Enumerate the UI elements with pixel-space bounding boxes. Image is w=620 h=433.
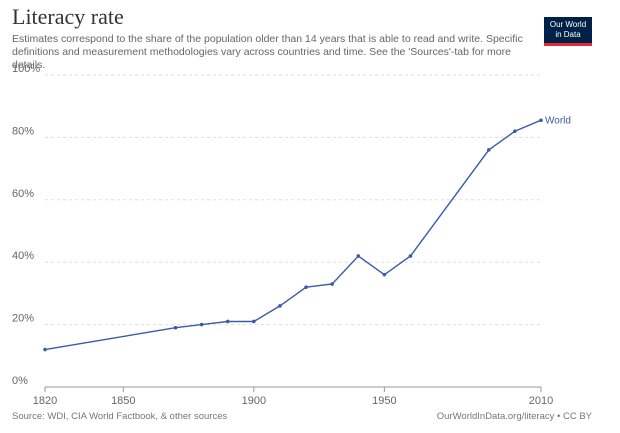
- data-point: [539, 118, 543, 123]
- source-note[interactable]: Source: WDI, CIA World Factbook, & other…: [12, 411, 228, 422]
- x-tick-label: 1950: [372, 395, 396, 407]
- data-point: [43, 347, 47, 352]
- x-tick-label: 1850: [111, 395, 135, 407]
- series-line: [44, 119, 542, 351]
- data-point: [356, 254, 361, 258]
- y-tick-label: 20%: [12, 313, 34, 325]
- data-point: [330, 282, 334, 286]
- x-tick-label: 2010: [529, 395, 553, 407]
- data-point: [173, 325, 178, 330]
- owid-logo[interactable]: Our World in Data: [544, 17, 592, 46]
- logo-line-1: Our World: [549, 20, 587, 29]
- y-tick-label: 0%: [12, 375, 28, 387]
- chart-subtitle: Estimates correspond to the share of the…: [12, 33, 523, 71]
- data-point: [252, 319, 256, 324]
- chart-title: Literacy rate: [12, 4, 124, 29]
- data-point: [486, 148, 491, 152]
- data-point: [199, 322, 204, 327]
- data-point: [382, 272, 387, 277]
- data-point: [278, 304, 282, 308]
- y-tick-label: 60%: [12, 188, 34, 200]
- logo-line-2: in Data: [555, 30, 581, 39]
- data-point: [225, 319, 230, 324]
- y-tick-label: 100%: [12, 63, 40, 75]
- x-tick-label: 1820: [33, 395, 57, 407]
- data-point: [304, 285, 308, 289]
- credit-link[interactable]: OurWorldInData.org/literacy • CC BY: [436, 411, 592, 422]
- data-point: [513, 129, 517, 133]
- data-point: [408, 254, 413, 258]
- x-tick-label: 1900: [242, 395, 266, 407]
- series-label: World: [545, 116, 571, 127]
- y-tick-label: 40%: [12, 250, 34, 262]
- y-tick-label: 80%: [12, 125, 34, 137]
